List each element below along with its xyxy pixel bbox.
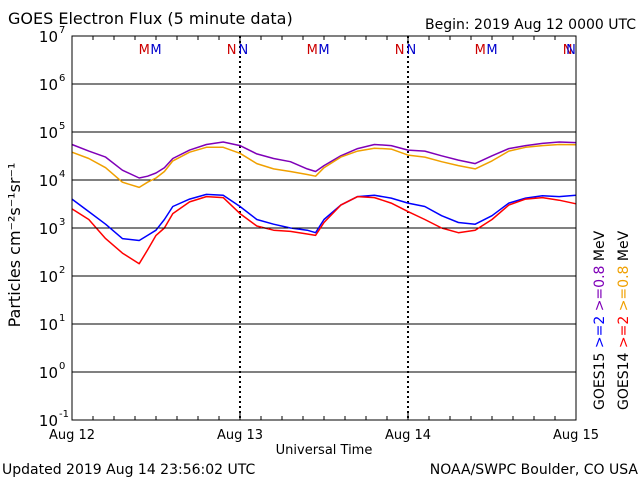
updated-label: Updated 2019 Aug 14 23:56:02 UTC <box>2 462 255 478</box>
series-line-3 <box>71 193 577 242</box>
marker-label: N <box>238 43 248 58</box>
legend-column: GOES15 >=2 >=0.8 MeV <box>592 230 608 410</box>
x-tick-label: Aug 12 <box>49 428 95 443</box>
legend: GOES15 >=2 >=0.8 MeV GOES14 >=2 >=0.8 MeV <box>592 230 632 410</box>
marker-label: M <box>139 43 150 58</box>
mn-markers: M M N N M M N N M M NN <box>139 43 576 58</box>
marker-label: N <box>566 43 576 58</box>
marker-label: M <box>307 43 318 58</box>
y-tick-label: 10 6 <box>39 73 65 94</box>
svg-text:10: 10 <box>39 172 58 190</box>
svg-text:10: 10 <box>39 124 58 142</box>
svg-text:0: 0 <box>59 361 65 372</box>
x-axis-label: Universal Time <box>276 443 373 458</box>
svg-text:1: 1 <box>59 313 65 324</box>
svg-text:GOES15 >=2 >=0.8 MeV: GOES15 >=2 >=0.8 MeV <box>592 230 608 410</box>
credit-label: NOAA/SWPC Boulder, CO USA <box>430 462 639 478</box>
begin-label: Begin: 2019 Aug 12 0000 UTC <box>425 17 636 33</box>
y-tick-label: 10 3 <box>39 217 65 238</box>
marker-label: N <box>406 43 416 58</box>
y-tick-label: 10 7 <box>39 25 65 46</box>
x-tick-labels: Aug 12 Aug 13 Aug 14 Aug 15 <box>49 428 599 443</box>
x-tick-label: Aug 13 <box>217 428 263 443</box>
plot-frame <box>71 35 577 421</box>
series-line-4 <box>71 195 577 265</box>
x-tick-label: Aug 14 <box>385 428 431 443</box>
y-tick-label: 10 1 <box>39 313 65 334</box>
svg-text:10: 10 <box>39 268 58 286</box>
marker-label: M <box>475 43 486 58</box>
svg-text:10: 10 <box>39 28 58 46</box>
y-tick-label: 10 0 <box>39 361 65 382</box>
marker-label: N <box>227 43 237 58</box>
svg-text:5: 5 <box>59 121 65 132</box>
svg-text:7: 7 <box>59 25 65 36</box>
marker-label: M <box>318 43 329 58</box>
svg-text:3: 3 <box>59 217 65 228</box>
svg-text:GOES14 >=2 >=0.8 MeV: GOES14 >=2 >=0.8 MeV <box>616 230 632 410</box>
legend-column: GOES14 >=2 >=0.8 MeV <box>616 230 632 410</box>
marker-label: N <box>563 43 573 58</box>
svg-text:2: 2 <box>59 265 65 276</box>
svg-text:10: 10 <box>39 316 58 334</box>
y-tick-label: 10 -1 <box>39 409 69 430</box>
svg-text:10: 10 <box>39 76 58 94</box>
series-line-2 <box>71 143 577 189</box>
svg-text:6: 6 <box>59 73 65 84</box>
svg-text:4: 4 <box>59 169 65 180</box>
series-line-1 <box>71 141 577 179</box>
y-tick-label: 10 2 <box>39 265 65 286</box>
flux-series <box>71 141 577 265</box>
svg-text:10: 10 <box>39 220 58 238</box>
y-tick-label: 10 4 <box>39 169 65 190</box>
y-axis-label: Particles cm⁻²s⁻¹sr⁻¹ <box>5 163 24 328</box>
chart-title: GOES Electron Flux (5 minute data) <box>8 9 293 28</box>
y-tick-label: 10 5 <box>39 121 65 142</box>
marker-label: M <box>150 43 161 58</box>
svg-text:10: 10 <box>39 412 58 430</box>
marker-label: N <box>395 43 405 58</box>
marker-label: M <box>486 43 497 58</box>
x-tick-label: Aug 15 <box>553 428 599 443</box>
svg-text:-1: -1 <box>59 409 69 420</box>
svg-text:10: 10 <box>39 364 58 382</box>
